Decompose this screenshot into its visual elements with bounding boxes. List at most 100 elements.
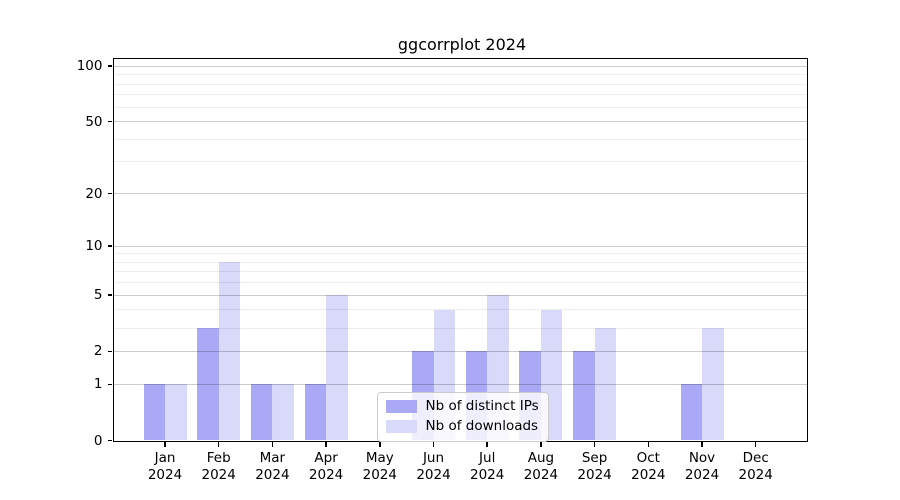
x-tick-label-jan: Jan 2024 (130, 450, 200, 485)
x-tick-label-may: May 2024 (345, 450, 415, 485)
x-tick-year-oct: 2024 (631, 467, 666, 483)
x-tick-may (379, 442, 381, 447)
y-tick-50 (108, 120, 112, 123)
x-tick-month-apr: Apr (314, 449, 338, 466)
gridline-minor-6 (113, 282, 807, 284)
x-tick-year-jan: 2024 (147, 467, 183, 483)
y-tick-5 (108, 294, 112, 296)
x-tick-month-sep: Sep (581, 449, 608, 466)
legend-entry-ips: Nb of distinct IPs (385, 397, 539, 415)
x-tick-month-oct: Oct (636, 449, 660, 466)
legend: Nb of distinct IPs Nb of downloads (376, 391, 549, 442)
legend-label-downloads: Nb of downloads (425, 417, 539, 434)
x-tick-feb (217, 442, 220, 447)
y-tick-label-10: 10 (85, 238, 103, 254)
bar-ips-sep (573, 351, 595, 441)
gridline-20 (113, 193, 807, 195)
x-tick-year-dec: 2024 (738, 467, 773, 483)
x-tick-year-jun: 2024 (416, 467, 451, 483)
x-tick-month-aug: Aug (527, 449, 555, 466)
x-tick-year-aug: 2024 (523, 467, 559, 483)
x-tick-month-may: May (365, 449, 394, 466)
x-tick-label-feb: Feb 2024 (184, 450, 254, 485)
x-tick-jun (432, 442, 435, 447)
legend-entry-downloads: Nb of downloads (385, 417, 539, 435)
x-tick-month-dec: Dec (742, 449, 769, 466)
gridline-minor-8 (113, 261, 807, 263)
x-tick-month-nov: Nov (688, 449, 716, 466)
x-tick-label-jun: Jun 2024 (399, 450, 469, 485)
y-tick-label-20: 20 (85, 185, 103, 202)
y-tick-10 (108, 245, 112, 247)
y-tick-label-5: 5 (93, 287, 103, 304)
x-tick-year-feb: 2024 (201, 467, 236, 483)
gridline-minor-3 (113, 327, 807, 329)
plot-area: Nb of distinct IPs Nb of downloads 0 1 2 5 10… (77, 57, 808, 483)
grid-layer (113, 59, 807, 441)
gridline-2 (113, 350, 807, 352)
x-tick-year-mar: 2024 (255, 467, 290, 483)
x-tick-year-nov: 2024 (684, 467, 720, 483)
gridline-minor-4 (113, 309, 807, 311)
gridline-1 (113, 383, 807, 385)
x-tick-month-jan: Jan (154, 449, 176, 466)
x-tick-label-apr: Apr 2024 (291, 450, 361, 485)
bar-downloads-jan (165, 384, 187, 441)
y-tick-100 (108, 65, 112, 67)
y-tick-label-0: 0 (93, 432, 103, 449)
x-tick-aug (540, 442, 542, 447)
chart-title: ggcorrplot 2024 (397, 35, 527, 54)
legend-swatch-downloads (385, 419, 417, 433)
x-tick-month-jun: Jun (422, 449, 445, 466)
bar-downloads-apr (326, 295, 348, 441)
x-tick-month-mar: Mar (259, 449, 286, 466)
bar-downloads-mar (272, 384, 294, 441)
gridline-minor-90 (113, 74, 807, 76)
x-tick-label-nov: Nov 2024 (667, 450, 737, 485)
gridline-minor-30 (113, 161, 807, 163)
x-tick-oct (647, 442, 650, 447)
gridline-minor-7 (113, 271, 807, 273)
bar-ips-mar (250, 384, 273, 441)
x-tick-label-aug: Aug 2024 (506, 450, 576, 485)
x-tick-label-sep: Sep 2024 (560, 450, 630, 485)
x-tick-jan (164, 442, 166, 447)
x-tick-label-mar: Mar 2024 (237, 450, 307, 485)
gridline-minor-80 (113, 83, 807, 85)
gridline-10 (113, 245, 807, 247)
gridline-50 (113, 121, 807, 123)
y-tick-label-2: 2 (93, 343, 103, 360)
x-tick-dec (754, 442, 757, 447)
bar-ips-apr (304, 384, 327, 441)
bar-ips-feb (197, 328, 219, 441)
gridline-minor-9 (113, 253, 807, 255)
y-tick-label-1: 1 (93, 376, 103, 393)
y-tick-label-50: 50 (85, 113, 103, 130)
x-tick-jul (486, 442, 488, 447)
y-tick-2 (108, 350, 112, 353)
bar-downloads-sep (594, 328, 617, 441)
y-tick-0 (108, 439, 112, 442)
x-tick-year-apr: 2024 (308, 467, 344, 483)
x-tick-apr (325, 442, 327, 447)
bar-downloads-feb (218, 262, 241, 441)
y-tick-label-100: 100 (76, 58, 103, 75)
gridline-5 (113, 294, 807, 296)
x-tick-sep (593, 442, 596, 447)
bar-downloads-nov (702, 328, 724, 441)
bar-ips-jan (143, 384, 165, 441)
x-tick-mar (271, 442, 274, 447)
legend-label-ips: Nb of distinct IPs (425, 397, 539, 414)
x-tick-label-dec: Dec 2024 (721, 450, 791, 485)
x-tick-year-may: 2024 (362, 467, 397, 483)
x-tick-month-feb: Feb (206, 449, 231, 466)
y-tick-1 (108, 383, 112, 386)
x-tick-nov (701, 442, 703, 447)
y-tick-20 (108, 192, 112, 195)
x-tick-year-sep: 2024 (577, 467, 612, 483)
gridline-100 (113, 65, 807, 67)
bar-ips-nov (680, 384, 702, 441)
x-tick-label-oct: Oct 2024 (613, 450, 683, 485)
x-tick-year-jul: 2024 (470, 467, 505, 483)
